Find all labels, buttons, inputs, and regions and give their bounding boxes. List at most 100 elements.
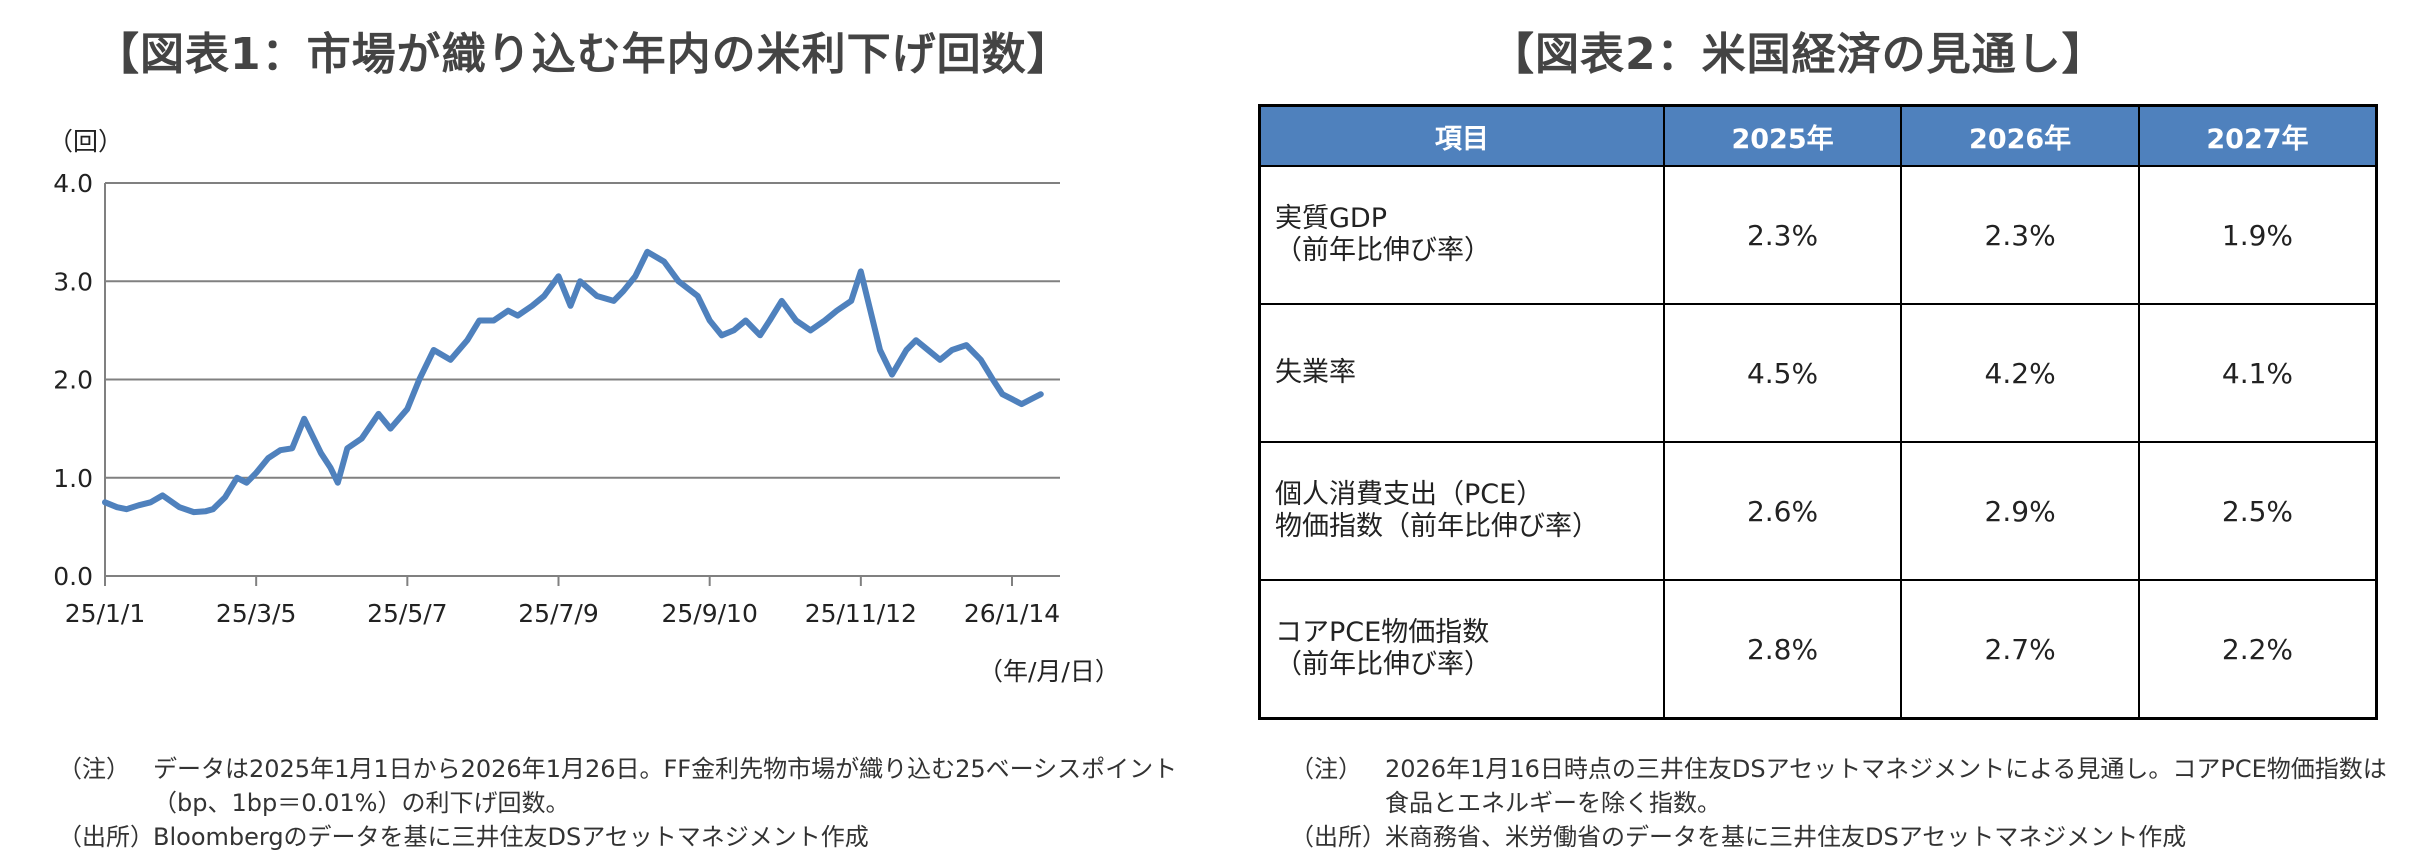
- data-point: [570, 305, 572, 307]
- data-point: [677, 280, 679, 282]
- data-point: [709, 320, 711, 322]
- data-point: [613, 300, 615, 302]
- data-point: [291, 447, 293, 449]
- y-tick-label: 4.0: [53, 169, 93, 198]
- data-point: [927, 349, 929, 351]
- header-2026: 2026年: [1900, 104, 2140, 167]
- x-tick-label: 25/5/7: [367, 599, 447, 628]
- data-points: [104, 251, 1042, 513]
- figure2-title: 【図表2：米国経済の見通し】: [1490, 29, 2107, 80]
- data-point: [138, 504, 140, 506]
- table-row: 個人消費支出（PCE） 物価指数（前年比伸び率） 2.6% 2.9% 2.5%: [1258, 441, 2378, 581]
- cell-value: 2.7%: [1900, 579, 2140, 720]
- data-point: [891, 374, 893, 376]
- row-label: 実質GDP （前年比伸び率）: [1258, 165, 1665, 305]
- data-point: [781, 300, 783, 302]
- gridlines: [105, 182, 1060, 479]
- data-point: [646, 251, 648, 253]
- data-point: [224, 496, 226, 498]
- data-point: [320, 452, 322, 454]
- data-point: [212, 508, 214, 510]
- data-point: [531, 305, 533, 307]
- data-point: [104, 501, 106, 503]
- x-tick-labels: 25/1/1 25/3/5 25/5/7 25/7/9 25/9/10 25/11/12 2…: [65, 599, 1060, 628]
- data-point: [126, 508, 128, 510]
- x-axis-label: （年/月/日）: [978, 657, 1120, 686]
- source-text: 米商務省、米労働省のデータを基に三井住友DSアセットマネジメント作成: [1385, 823, 2187, 851]
- data-point: [246, 482, 248, 484]
- cell-value: 2.6%: [1662, 441, 1903, 581]
- data-point: [418, 379, 420, 380]
- x-tick-label: 25/9/10: [661, 599, 757, 628]
- data-point: [279, 449, 281, 451]
- note-text: データは2025年1月1日から2026年1月26日。FF金利先物市場が織り込む2…: [153, 755, 1178, 817]
- data-point: [697, 295, 699, 297]
- data-point: [905, 349, 907, 351]
- data-point: [809, 329, 811, 331]
- y-tick-labels: 0.0 1.0 2.0 3.0 4.0: [53, 169, 93, 591]
- header-2027: 2027年: [2137, 104, 2378, 167]
- data-point: [361, 437, 363, 439]
- data-point: [663, 261, 665, 263]
- note-text: 2026年1月16日時点の三井住友DSアセットマネジメントによる見通し。コアPC…: [1385, 755, 2387, 817]
- cell-value: 2.9%: [1900, 441, 2140, 581]
- data-point: [992, 379, 994, 380]
- source-row: （出所） 米商務省、米労働省のデータを基に三井住友DSアセットマネジメント作成: [1290, 820, 2405, 854]
- data-point: [255, 472, 257, 474]
- data-point: [733, 329, 735, 331]
- data-point: [433, 349, 435, 351]
- data-point: [150, 501, 152, 503]
- y-axis-label: （回）: [48, 127, 123, 156]
- cell-value: 2.2%: [2137, 579, 2378, 720]
- y-tick-label: 3.0: [53, 267, 93, 296]
- data-point: [466, 339, 468, 341]
- y-tick-label: 0.0: [53, 562, 93, 591]
- row-label: コアPCE物価指数 （前年比伸び率）: [1258, 579, 1665, 720]
- cell-value: 1.9%: [2137, 165, 2378, 305]
- figure1-title: 【図表1：市場が織り込む年内の米利下げ回数】: [95, 29, 1072, 80]
- data-point: [1030, 398, 1032, 400]
- source-label: （出所）: [1290, 823, 1386, 851]
- data-point: [205, 510, 207, 512]
- data-point: [869, 310, 871, 312]
- data-point: [860, 270, 862, 272]
- data-point: [478, 320, 480, 322]
- figure2-notes: （注） 2026年1月16日時点の三井住友DSアセットマネジメントによる見通し。…: [1290, 752, 2405, 854]
- table-header-row: 項目 2025年 2026年 2027年: [1258, 104, 2378, 167]
- data-point: [1011, 398, 1013, 400]
- data-point: [951, 349, 953, 351]
- note-label: （注）: [1290, 755, 1362, 783]
- data-point: [193, 511, 195, 513]
- data-point: [507, 310, 509, 312]
- data-point: [162, 494, 164, 496]
- data-point: [1001, 393, 1003, 395]
- data-point: [915, 339, 917, 341]
- data-point: [596, 295, 598, 297]
- data-point: [346, 447, 348, 449]
- data-point: [1040, 393, 1042, 395]
- cell-value: 2.8%: [1662, 579, 1903, 720]
- data-point: [579, 280, 581, 282]
- x-tick-label: 25/11/12: [805, 599, 917, 628]
- data-point: [721, 334, 723, 336]
- source-row: （出所） Bloombergのデータを基に三井住友DSアセットマネジメント作成: [58, 820, 1178, 854]
- header-item: 項目: [1258, 104, 1665, 167]
- data-point: [745, 320, 747, 322]
- x-tick-label: 25/1/1: [65, 599, 145, 628]
- cell-value: 2.5%: [2137, 441, 2378, 581]
- data-point: [836, 310, 838, 312]
- series-line: [102, 248, 1044, 516]
- data-point: [178, 506, 180, 508]
- axes: [104, 183, 1060, 586]
- data-point: [543, 295, 545, 297]
- data-point: [116, 506, 118, 508]
- data-point: [965, 344, 967, 346]
- us-economy-outlook-table: 項目 2025年 2026年 2027年 実質GDP （前年比伸び率） 2.3% …: [1258, 104, 2378, 720]
- rate-cut-line-chart: 0.0 1.0 2.0 3.0 4.0 25/1/1 25/3/5 25/5/7 25/7/9…: [48, 127, 1120, 686]
- x-tick-label: 26/1/14: [964, 599, 1060, 628]
- data-point: [236, 477, 238, 479]
- x-tick-label: 25/3/5: [216, 599, 296, 628]
- data-point: [390, 428, 392, 430]
- header-2025: 2025年: [1662, 104, 1903, 167]
- table-row: 実質GDP （前年比伸び率） 2.3% 2.3% 1.9%: [1258, 165, 2378, 305]
